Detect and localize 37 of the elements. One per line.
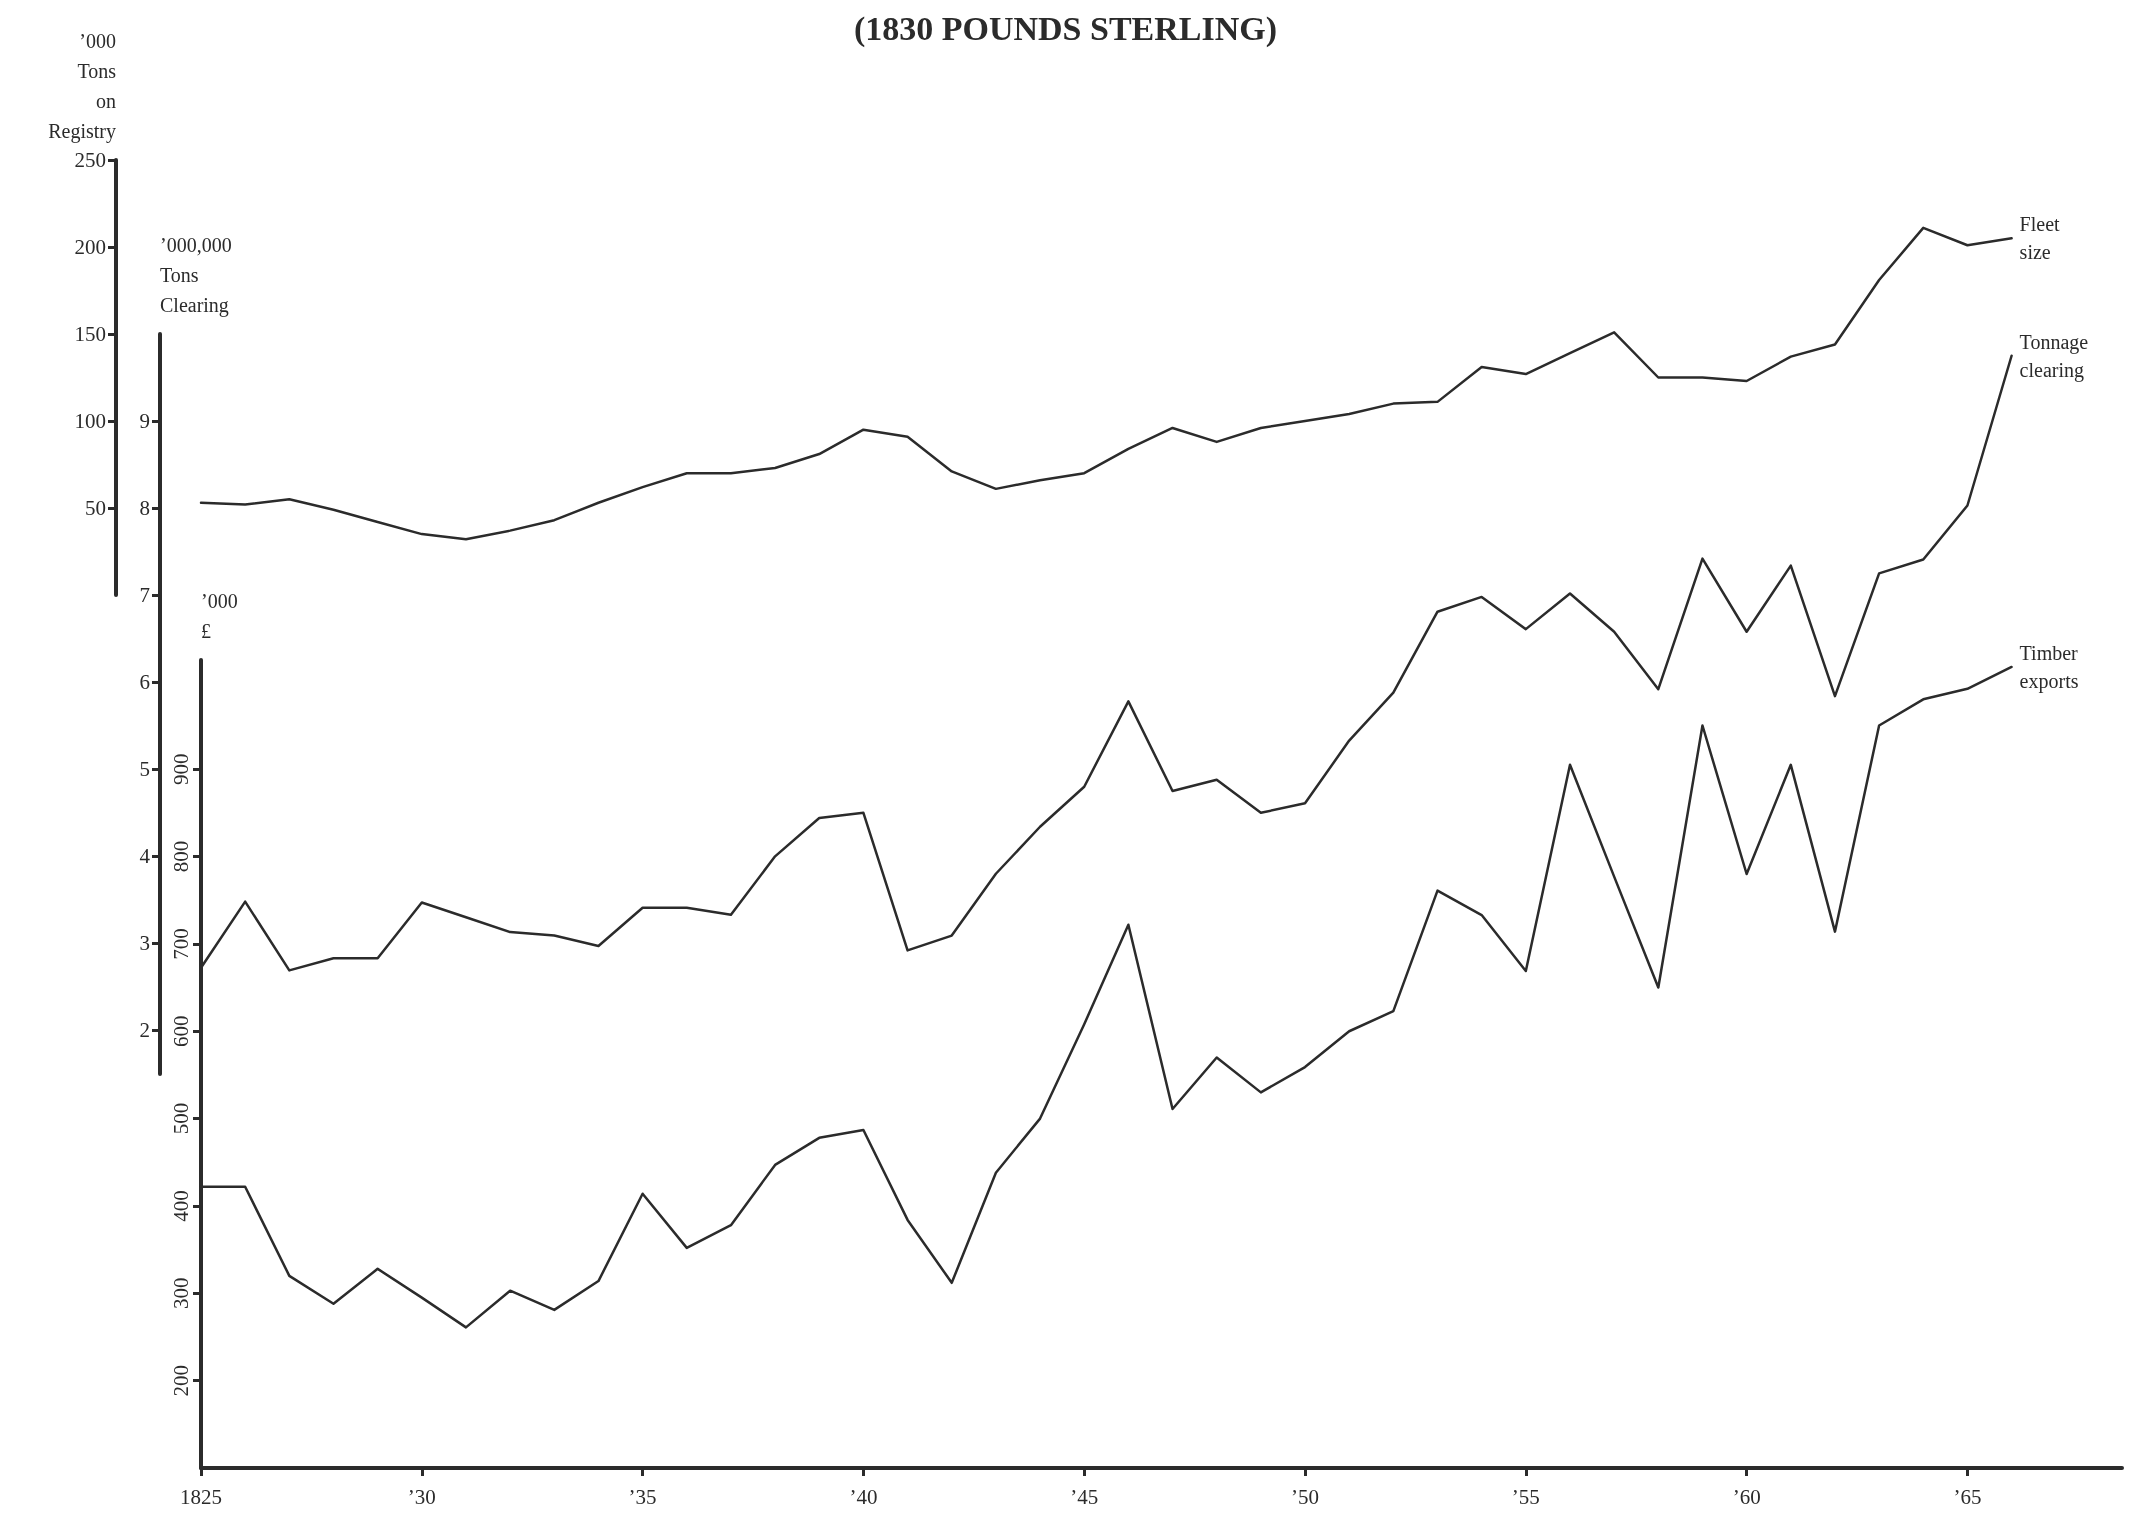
y-tick-label: 200	[74, 235, 106, 259]
y-tick-label: 3	[139, 931, 150, 956]
y-tick-label: 700	[168, 928, 193, 960]
y-tick-label: 100	[74, 409, 106, 433]
y-tick-label: 600	[168, 1015, 193, 1047]
y-tick-label: 250	[74, 148, 106, 172]
y-tick-label: 900	[168, 753, 193, 785]
x-tick-label: ’60	[1732, 1484, 1761, 1509]
chart-title: (1830 POUNDS STERLING)	[853, 9, 1278, 48]
y-tick-label: 8	[139, 496, 150, 521]
y-tick-label: 150	[74, 322, 106, 346]
x-tick-label: ’55	[1511, 1484, 1540, 1509]
y-axis-title: ’000,000 Tons Clearing	[160, 234, 232, 317]
series-label: Fleet size	[2019, 213, 2061, 264]
y-axis-title: ’000 £	[201, 590, 238, 642]
y-tick-label: 7	[139, 583, 150, 608]
x-tick-label: 1825	[180, 1484, 222, 1509]
x-tick-label: ’45	[1070, 1484, 1099, 1509]
y-tick-label: 4	[139, 844, 151, 869]
y-tick-label: 300	[168, 1277, 193, 1310]
y-tick-label: 2	[139, 1018, 150, 1043]
y-axis-title: ’000 Tons on Registry	[48, 30, 117, 143]
x-tick-label: ’30	[407, 1484, 436, 1509]
y-tick-label: 5	[139, 757, 150, 782]
y-tick-label: 400	[168, 1190, 193, 1222]
y-tick-label: 800	[168, 840, 193, 873]
y-tick-label: 200	[168, 1364, 193, 1397]
y-tick-label: 500	[168, 1102, 193, 1135]
series-label: Timber exports	[2019, 641, 2079, 693]
y-tick-label: 6	[139, 670, 150, 695]
x-tick-label: ’40	[849, 1484, 878, 1509]
y-tick-label: 50	[85, 496, 106, 520]
x-tick-label: ’50	[1291, 1484, 1320, 1509]
y-tick-label: 9	[139, 409, 150, 434]
series-label: Tonnage clearing	[2019, 330, 2089, 382]
x-tick-label: ’65	[1953, 1484, 1982, 1509]
x-tick-label: ’35	[628, 1484, 657, 1509]
